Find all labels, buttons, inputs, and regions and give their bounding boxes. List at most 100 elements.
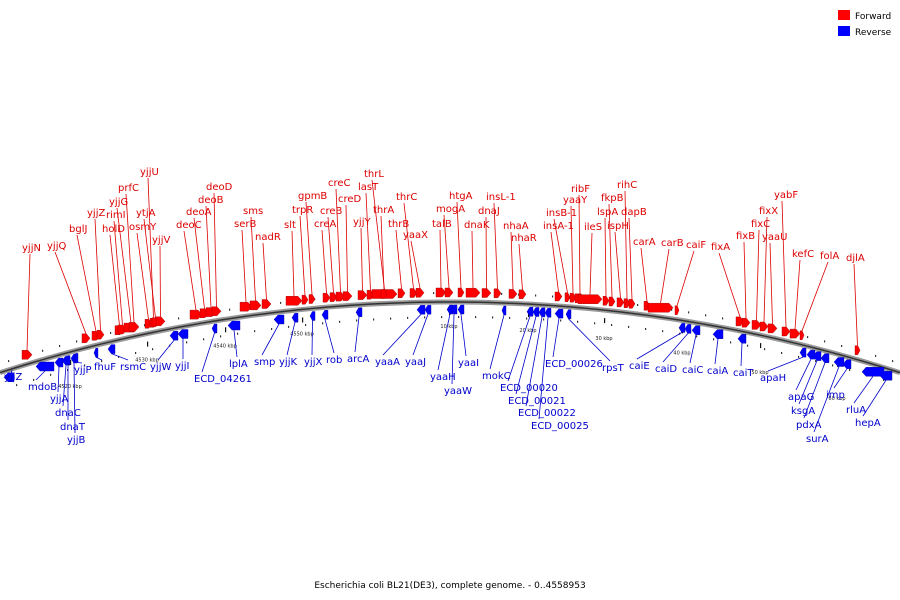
gene-fixB[interactable] [741,318,751,328]
gene-label[interactable]: yabF [774,190,798,201]
gene-label[interactable]: yaaH [430,372,456,383]
gene-label[interactable]: insB-1 [546,208,577,219]
gene-label[interactable]: yjiZ [4,372,22,383]
gene-label[interactable]: rihC [617,180,637,191]
gene-label[interactable]: yaaU [762,232,788,243]
gene-arrow[interactable] [577,294,603,304]
gene-insL-1[interactable] [493,288,502,298]
gene-ECD_04261[interactable] [211,323,218,334]
gene-rsmC[interactable] [107,344,116,354]
gene-arrow[interactable] [96,330,105,340]
gene-label[interactable]: holD [102,224,125,235]
gene-label[interactable]: yjjG [109,197,128,208]
gene-arrow[interactable] [35,361,55,372]
gene-arrow[interactable] [169,331,179,341]
gene-label[interactable]: lspA [597,207,618,218]
gene-rpsT[interactable] [565,309,572,319]
gene-sms[interactable] [249,300,262,311]
gene-label[interactable]: yaaW [444,386,472,397]
gene-arrow[interactable] [554,308,564,319]
gene-djlA[interactable] [854,345,861,355]
gene-label[interactable]: fixA [711,242,730,253]
gene-label[interactable]: deoC [176,220,202,231]
gene-label[interactable]: deoB [198,195,224,206]
gene-label[interactable]: caiT [733,368,754,379]
gene-label[interactable]: ytjA [136,208,156,219]
gene-arrow[interactable] [177,329,189,339]
gene-label[interactable]: nadR [255,232,281,243]
gene-arrow[interactable] [712,329,724,339]
gene-label[interactable]: apaG [788,392,814,403]
gene-label[interactable]: dnaJ [478,206,500,217]
gene-arrow[interactable] [508,289,518,299]
gene-label[interactable]: thrC [396,192,417,203]
gene-arrow[interactable] [457,287,465,298]
gene-label[interactable]: ribF [571,184,590,195]
gene-arrow[interactable] [322,293,331,303]
gene-arrow[interactable] [415,288,425,298]
gene-ispH[interactable] [616,297,625,308]
gene-arrow[interactable] [3,372,15,382]
gene-arrow[interactable] [342,291,353,301]
gene-label[interactable]: creA [314,219,337,230]
gene-label[interactable]: caiF [686,240,706,251]
gene-label[interactable]: rob [326,355,342,366]
gene-label[interactable]: insL-1 [486,192,516,203]
gene-label[interactable]: nhaR [511,233,537,244]
gene-insA-1[interactable] [554,291,563,302]
gene-label[interactable]: mdoB [28,382,57,393]
gene-arrow[interactable] [446,304,454,315]
gene-label[interactable]: hepA [855,418,881,429]
gene-label[interactable]: caiE [629,361,650,372]
gene-label[interactable]: ileS [584,222,602,233]
gene-arrow[interactable] [833,357,845,367]
gene-arrow[interactable] [532,307,540,317]
gene-carB[interactable] [647,303,674,313]
gene-pdxA[interactable] [820,353,830,363]
gene-insB-1[interactable] [564,292,571,302]
gene-label[interactable]: djlA [846,253,865,264]
gene-label[interactable]: ECD_00020 [500,383,558,394]
gene-arrow[interactable] [481,288,492,298]
gene-ileS[interactable] [577,294,603,304]
gene-label[interactable]: fixC [751,219,770,230]
gene-creD[interactable] [342,291,353,301]
gene-label[interactable]: rsmC [120,362,146,373]
gene-arrow[interactable] [623,298,631,308]
gene-label[interactable]: yjjX [304,357,322,368]
gene-lspA[interactable] [602,296,610,306]
gene-hepA[interactable] [879,371,893,381]
gene-arrow[interactable] [329,292,338,302]
gene-label[interactable]: mokC [482,371,511,382]
gene-yjjW[interactable] [169,331,179,341]
gene-label[interactable]: surA [806,434,829,445]
gene-label[interactable]: yaaY [563,195,588,206]
gene-arrow[interactable] [565,309,572,319]
gene-surA[interactable] [833,357,845,367]
gene-ECD_00025[interactable] [544,308,552,318]
gene-arrow[interactable] [457,304,465,315]
gene-label[interactable]: yjjQ [47,241,66,252]
gene-arrow[interactable] [81,333,91,343]
gene-arrow[interactable] [812,351,822,361]
gene-yabF[interactable] [781,326,791,337]
gene-label[interactable]: yaaI [458,358,479,369]
gene-arrow[interactable] [861,367,885,377]
gene-yjjI[interactable] [177,329,189,339]
gene-label[interactable]: yjjN [22,243,41,254]
gene-arrow[interactable] [674,305,680,315]
gene-yaaI[interactable] [457,304,465,315]
gene-arrow[interactable] [309,311,316,321]
gene-label[interactable]: yjjB [67,435,85,446]
gene-caiD[interactable] [684,324,692,334]
gene-arrow[interactable] [751,320,762,330]
gene-ECD_00022[interactable] [538,307,546,318]
gene-label[interactable]: yjjW [150,362,171,373]
gene-arrow[interactable] [691,325,701,335]
gene-label[interactable]: smp [254,357,275,368]
gene-gpmB[interactable] [308,294,316,304]
gene-label[interactable]: mogA [436,204,465,215]
gene-label[interactable]: fixB [736,231,755,242]
gene-label[interactable]: lasT [358,182,379,193]
gene-arrow[interactable] [628,299,636,309]
